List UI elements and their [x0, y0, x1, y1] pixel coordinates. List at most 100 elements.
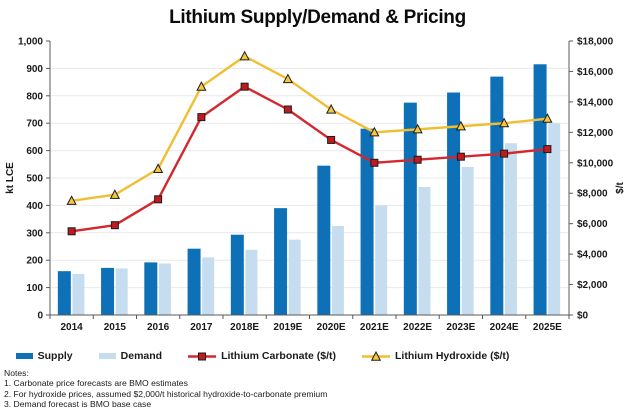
x-axis-tick-label: 2017 — [190, 322, 213, 333]
left-axis-title: kt LCE — [5, 162, 16, 194]
supply-bar — [403, 102, 417, 316]
x-axis-tick-label: 2014 — [61, 322, 84, 333]
carbonate-marker — [370, 158, 379, 167]
supply-bar — [101, 267, 115, 315]
carbonate-marker — [413, 155, 422, 164]
x-axis-tick-label: 2023E — [446, 322, 475, 333]
left-axis-tick-label: 300 — [26, 228, 43, 239]
x-axis-tick-label: 2024E — [490, 322, 519, 333]
left-axis-tick-label: 600 — [26, 146, 43, 157]
carbonate-marker — [456, 152, 465, 161]
note-line: 2. For hydroxide prices, assumed $2,000/… — [4, 388, 328, 399]
right-axis-title: $/t — [615, 181, 626, 193]
legend-label-supply: Supply — [37, 350, 73, 362]
hydroxide-marker — [542, 113, 553, 123]
hydroxide-marker — [498, 117, 510, 128]
right-axis-tick-label: $12,000 — [577, 128, 614, 139]
x-axis-tick-label: 2018E — [230, 322, 259, 333]
x-axis-tick-label: 2015 — [104, 322, 127, 333]
hydroxide-marker — [239, 50, 250, 61]
demand-bar — [331, 225, 344, 315]
right-axis-tick-label: $0 — [577, 311, 589, 322]
x-axis-tick-label: 2019E — [273, 322, 302, 333]
hydroxide-marker — [282, 73, 294, 84]
supply-bar — [144, 262, 158, 315]
carbonate-marker — [283, 105, 292, 114]
legend-item-carbonate: Lithium Carbonate ($/t) — [188, 350, 336, 362]
supply-bar — [230, 234, 244, 315]
right-axis-tick-label: $8,000 — [577, 189, 608, 200]
legend-label-carbonate: Lithium Carbonate ($/t) — [221, 350, 337, 362]
supply-bar — [317, 165, 331, 315]
left-axis-tick-label: 1,000 — [18, 37, 43, 48]
note-line: 3. Demand forecast is BMO base case — [4, 399, 152, 410]
note-line: 1. Carbonate price forecasts are BMO est… — [4, 378, 188, 389]
supply-bar — [490, 76, 504, 316]
hydroxide-line — [71, 55, 548, 203]
demand-bar — [115, 268, 128, 315]
hydroxide-marker — [109, 189, 121, 199]
right-axis-tick-label: $16,000 — [577, 67, 614, 78]
demand-bar — [375, 205, 388, 315]
hydroxide-marker — [152, 163, 164, 173]
x-axis-tick-label: 2025E — [533, 322, 562, 333]
hydroxide-marker — [412, 123, 423, 134]
x-axis-tick-label: 2021E — [360, 322, 389, 333]
left-axis-tick-label: 500 — [26, 174, 43, 185]
demand-bar — [461, 167, 474, 315]
supply-bar — [360, 128, 374, 315]
supply-bar — [57, 271, 71, 315]
right-axis-tick-label: $18,000 — [577, 37, 614, 48]
right-axis-tick-label: $14,000 — [577, 97, 614, 108]
x-axis-tick-label: 2022E — [403, 322, 432, 333]
legend-label-hydroxide: Lithium Hydroxide ($/t) — [395, 350, 510, 362]
demand-swatch — [98, 353, 116, 359]
carbonate-marker — [327, 135, 336, 144]
carbonate-marker — [240, 82, 249, 91]
right-axis-tick-label: $2,000 — [577, 280, 608, 291]
supply-bar — [187, 248, 201, 315]
carbonate-marker — [154, 195, 163, 204]
left-axis-tick-label: 800 — [26, 91, 43, 102]
legend-label-demand: Demand — [120, 350, 163, 362]
supply-swatch — [15, 353, 33, 359]
left-axis-tick-label: 0 — [37, 311, 43, 322]
hydroxide-marker — [455, 120, 467, 131]
legend-item-demand: Demand — [98, 350, 163, 362]
demand-bar — [158, 263, 171, 315]
carbonate-marker — [110, 221, 119, 230]
hydroxide-line-swatch — [362, 350, 391, 361]
supply-bar — [533, 64, 547, 315]
left-axis-tick-label: 200 — [26, 256, 43, 267]
carbonate-marker — [543, 145, 552, 154]
supply-demand-pricing-chart: 0 100 200 300 400 500 600 700 800 900 1,000 $0 $2,00… — [5, 37, 626, 334]
notes-heading: Notes: — [4, 368, 29, 378]
carbonate-marker — [67, 227, 76, 236]
supply-bar — [274, 208, 288, 315]
legend-item-supply: Supply — [15, 350, 73, 362]
x-axis-tick-label: 2020E — [317, 322, 346, 333]
demand-bar — [288, 239, 301, 315]
hydroxide-marker — [369, 126, 380, 137]
carbonate-line-swatch — [188, 352, 217, 360]
carbonate-marker — [500, 149, 509, 158]
notes-block: Notes: 1. Carbonate price forecasts are … — [4, 368, 504, 410]
chart-legend: Supply Demand Lithium Carbonate ($/t) Li… — [0, 350, 635, 362]
legend-item-hydroxide: Lithium Hydroxide ($/t) — [362, 350, 509, 362]
carbonate-line — [71, 85, 548, 233]
demand-bar — [245, 249, 258, 315]
right-axis-tick-label: $6,000 — [577, 219, 608, 230]
carbonate-marker — [197, 113, 206, 122]
left-axis-tick-label: 100 — [26, 283, 43, 294]
left-axis-tick-label: 400 — [26, 201, 43, 212]
right-axis-tick-label: $4,000 — [577, 250, 608, 261]
demand-bar — [548, 123, 561, 315]
left-axis-tick-label: 900 — [26, 64, 43, 75]
x-axis-tick-label: 2016 — [147, 322, 170, 333]
hydroxide-marker — [325, 103, 337, 114]
right-axis-tick-label: $10,000 — [577, 158, 614, 169]
left-axis-tick-label: 700 — [26, 119, 43, 130]
demand-bar — [202, 257, 215, 315]
supply-bar — [447, 92, 461, 316]
